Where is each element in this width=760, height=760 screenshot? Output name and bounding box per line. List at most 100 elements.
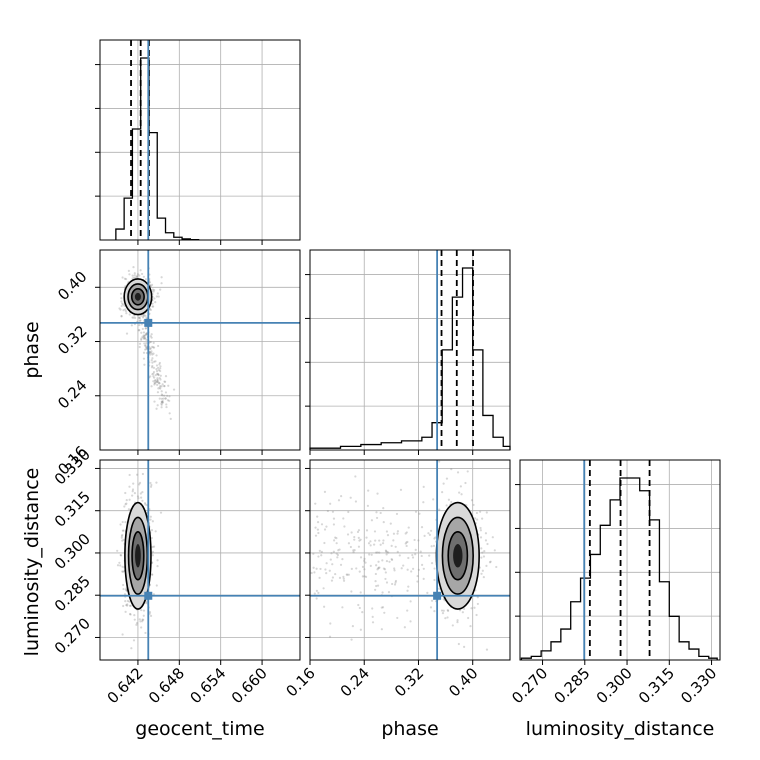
scatter-point <box>336 556 339 559</box>
scatter-point <box>388 560 391 563</box>
scatter-point <box>430 529 433 532</box>
scatter-point <box>374 588 377 591</box>
scatter-point <box>152 380 155 383</box>
scatter-point <box>361 611 364 614</box>
scatter-point <box>458 609 462 612</box>
scatter-point <box>316 515 319 518</box>
scatter-point <box>122 587 125 591</box>
scatter-point <box>138 329 141 332</box>
scatter-point <box>121 570 125 573</box>
scatter-point <box>160 390 163 393</box>
scatter-point <box>450 467 453 471</box>
scatter-point <box>142 618 145 621</box>
scatter-point <box>357 603 360 607</box>
scatter-point <box>159 367 162 370</box>
scatter-point <box>149 285 152 288</box>
scatter-point <box>128 273 131 276</box>
scatter-point <box>156 373 160 376</box>
scatter-point <box>120 536 123 539</box>
scatter-point <box>166 394 169 397</box>
y-axis-label-luminosity-distance: luminosity_distance <box>21 468 43 657</box>
scatter-point <box>150 529 154 532</box>
histogram-phase <box>309 267 511 450</box>
scatter-point <box>342 517 345 520</box>
scatter-point <box>161 401 164 404</box>
contour-geocent_time_luminosity_distance-density-3 <box>135 544 141 568</box>
scatter-point <box>406 568 409 571</box>
contour-geocent_time_luminosity_distance-contour-1 <box>127 516 149 595</box>
scatter-point <box>130 324 133 327</box>
scatter-point <box>126 599 129 603</box>
scatter-point <box>406 609 409 612</box>
scatter-point <box>347 510 350 514</box>
y-tick-label-phase-1: 0.32 <box>54 322 90 358</box>
scatter-point <box>472 503 475 507</box>
scatter-point <box>476 596 479 599</box>
scatter-point <box>377 566 380 569</box>
scatter-point <box>141 620 144 623</box>
scatter-point <box>364 575 368 578</box>
scatter-point <box>396 616 399 620</box>
scatter-point <box>138 316 141 319</box>
scatter-point <box>134 316 137 319</box>
scatter-point <box>461 611 464 614</box>
scatter-point <box>486 542 489 546</box>
scatter-point <box>150 573 154 576</box>
scatter-point <box>488 561 492 564</box>
scatter-point <box>460 493 463 496</box>
scatter-point <box>345 573 348 576</box>
scatter-point <box>141 335 144 338</box>
scatter-point <box>128 485 131 488</box>
y-tick-label-phase-2: 0.40 <box>54 268 90 304</box>
scatter-point <box>400 567 403 570</box>
scatter-point <box>139 319 142 322</box>
x-tick-label-luminosity_distance-0: 0.270 <box>508 664 551 707</box>
scatter-point <box>160 393 163 396</box>
scatter-point <box>484 532 488 535</box>
scatter-point <box>152 346 155 349</box>
scatter-point <box>120 304 123 308</box>
scatter-point <box>337 549 340 552</box>
scatter-point <box>137 497 140 500</box>
scatter-point <box>121 529 125 532</box>
scatter-point <box>381 542 385 545</box>
scatter-point <box>433 537 436 540</box>
scatter-point <box>139 492 142 495</box>
scatter-point <box>128 600 131 603</box>
scatter-point <box>441 491 444 494</box>
scatter-point <box>385 559 389 563</box>
scatter-point <box>325 572 328 575</box>
scatter-point <box>150 483 153 487</box>
scatter-point <box>383 611 386 614</box>
scatter-point <box>128 498 131 501</box>
scatter-point <box>456 621 459 624</box>
scatter-point <box>119 554 123 557</box>
scatter-point <box>491 536 494 539</box>
scatter-point <box>157 344 160 348</box>
scatter-point <box>148 281 151 284</box>
scatter-point <box>326 509 329 513</box>
panel-frame-2-2 <box>519 459 721 661</box>
scatter-point <box>144 631 147 635</box>
scatter-point <box>157 369 161 372</box>
scatter-point <box>428 554 431 557</box>
scatter-point <box>369 540 372 543</box>
scatter-point <box>151 305 154 308</box>
scatter-point <box>320 550 323 553</box>
scatter-point <box>149 335 152 338</box>
scatter-point <box>363 557 366 560</box>
scatter-point <box>132 316 135 319</box>
scatter-point <box>341 606 344 609</box>
scatter-point <box>407 556 410 560</box>
scatter-point <box>406 589 409 592</box>
scatter-point <box>440 609 444 612</box>
scatter-point <box>329 622 332 625</box>
scatter-point <box>405 541 408 544</box>
scatter-point <box>312 566 315 569</box>
scatter-point <box>140 626 143 629</box>
scatter-point <box>438 587 441 590</box>
scatter-point <box>152 366 156 369</box>
scatter-point <box>347 542 351 545</box>
scatter-point <box>136 495 140 498</box>
